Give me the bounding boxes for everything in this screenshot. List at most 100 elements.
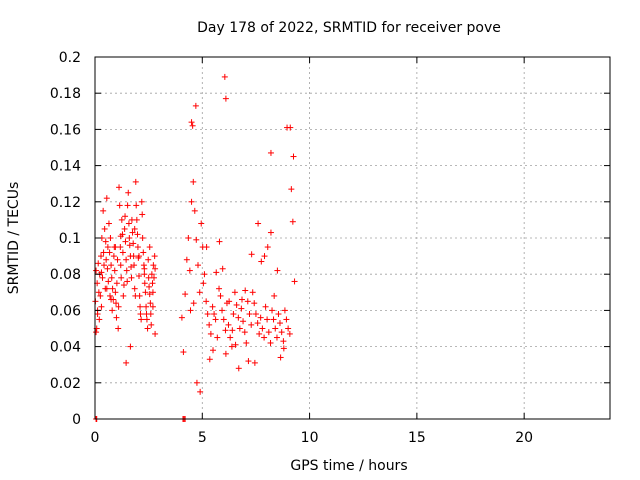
data-point [277, 354, 284, 361]
data-point [95, 260, 102, 267]
data-point [141, 280, 148, 287]
data-point [206, 356, 213, 363]
data-point [288, 186, 295, 193]
data-point [100, 249, 107, 256]
data-points [92, 73, 298, 422]
data-point [249, 289, 256, 296]
data-point [211, 311, 218, 318]
data-point [110, 253, 117, 260]
data-point [126, 242, 133, 249]
data-point [134, 231, 141, 238]
grid-lines [95, 57, 610, 419]
data-point [130, 240, 137, 247]
data-point [139, 235, 146, 241]
x-tick-label: 5 [198, 430, 207, 446]
data-point [105, 278, 112, 285]
data-point [256, 330, 263, 337]
data-point [148, 271, 155, 278]
data-point [148, 321, 155, 328]
data-point [116, 184, 123, 191]
data-point [117, 233, 124, 240]
data-point [139, 211, 146, 218]
y-tick-label: 0.16 [50, 122, 81, 138]
data-point [192, 102, 199, 109]
data-point [252, 311, 259, 318]
data-point [270, 316, 277, 323]
data-point [243, 339, 250, 346]
data-point [112, 289, 119, 296]
data-point [134, 244, 141, 251]
data-point [188, 119, 195, 126]
data-point [289, 218, 296, 225]
data-point [131, 262, 138, 269]
y-tick-label: 0.04 [50, 340, 81, 356]
data-point [152, 265, 159, 272]
x-tick-label: 10 [301, 430, 319, 446]
data-point [267, 149, 274, 156]
x-tick-label: 0 [91, 430, 100, 446]
data-point [193, 236, 200, 243]
data-point [123, 359, 130, 366]
data-point [141, 265, 148, 272]
data-point [221, 73, 228, 80]
data-point [124, 278, 131, 285]
data-point [259, 325, 266, 332]
data-point [283, 316, 290, 323]
data-point [131, 285, 138, 292]
data-point [115, 325, 122, 332]
data-point [276, 320, 283, 327]
data-point [240, 318, 247, 325]
data-point [291, 278, 298, 285]
data-point [143, 303, 150, 310]
data-point [95, 289, 102, 296]
data-point [142, 289, 149, 296]
data-point [104, 265, 111, 272]
data-point [125, 189, 132, 196]
data-point [195, 262, 201, 269]
data-point [111, 267, 118, 274]
data-point [103, 256, 110, 263]
data-point [230, 311, 237, 318]
data-point [222, 95, 229, 102]
data-point [97, 292, 104, 299]
data-point [233, 301, 240, 308]
data-point [122, 238, 129, 245]
data-point [123, 256, 130, 263]
data-point [116, 202, 123, 209]
data-point [147, 300, 154, 307]
data-point [275, 311, 282, 318]
data-point [226, 298, 233, 305]
data-point [251, 300, 258, 307]
data-point [96, 316, 103, 323]
data-point [271, 292, 278, 299]
y-axis-label: SRMTID / TECUs [6, 182, 22, 295]
data-point [186, 267, 193, 274]
y-tick-label: 0 [72, 412, 81, 428]
data-point [113, 280, 120, 287]
data-point [108, 296, 115, 303]
data-point [267, 229, 274, 236]
data-point [98, 303, 105, 310]
x-tick-label: 20 [515, 430, 533, 446]
data-point [147, 311, 154, 318]
data-point [109, 307, 116, 314]
data-point [261, 253, 268, 260]
data-point [197, 388, 204, 395]
data-point [216, 285, 223, 292]
data-point [290, 153, 297, 160]
data-point [146, 291, 153, 298]
data-point [280, 338, 287, 345]
data-point [245, 358, 252, 365]
data-point [137, 311, 144, 318]
data-point [140, 249, 147, 256]
data-point [198, 220, 205, 227]
y-tick-label: 0.18 [50, 86, 81, 102]
data-point [216, 238, 223, 245]
data-point [100, 207, 107, 214]
data-point [257, 314, 264, 321]
data-point [151, 274, 158, 281]
data-point [150, 262, 157, 269]
data-point [103, 195, 110, 202]
data-point [144, 325, 151, 332]
